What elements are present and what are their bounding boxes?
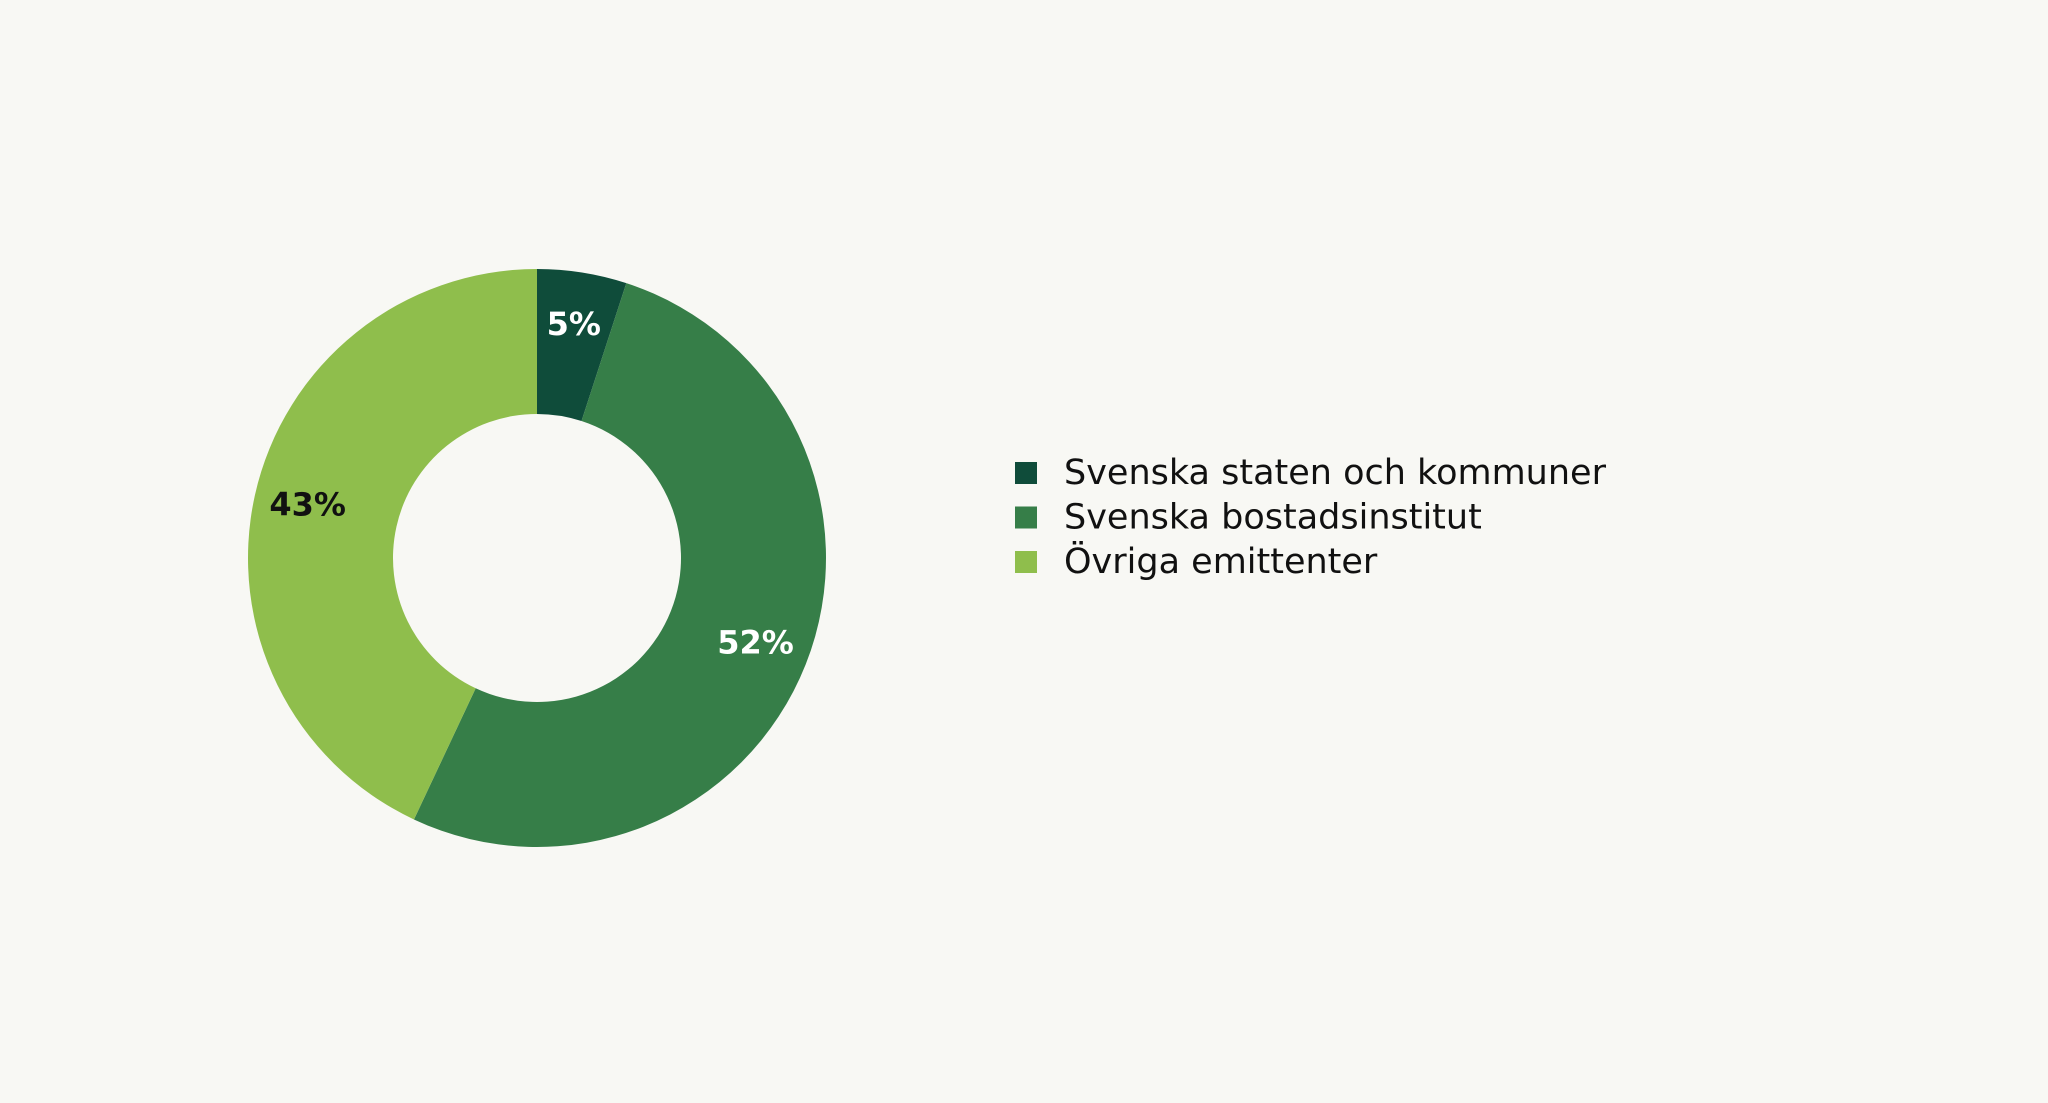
legend-swatch — [1015, 506, 1037, 529]
legend-label: Svenska staten och kommuner — [1064, 453, 1607, 493]
value-label: 5% — [547, 305, 601, 343]
legend-label: Övriga emittenter — [1064, 540, 1378, 582]
slice — [537, 269, 627, 422]
value-label: 43% — [269, 486, 346, 524]
legend-label: Svenska bostadsinstitut — [1064, 498, 1482, 538]
value-label: 52% — [717, 624, 794, 662]
slice — [413, 283, 826, 847]
legend-swatch — [1015, 551, 1037, 573]
legend-swatch — [1015, 462, 1037, 484]
slice — [248, 269, 538, 820]
